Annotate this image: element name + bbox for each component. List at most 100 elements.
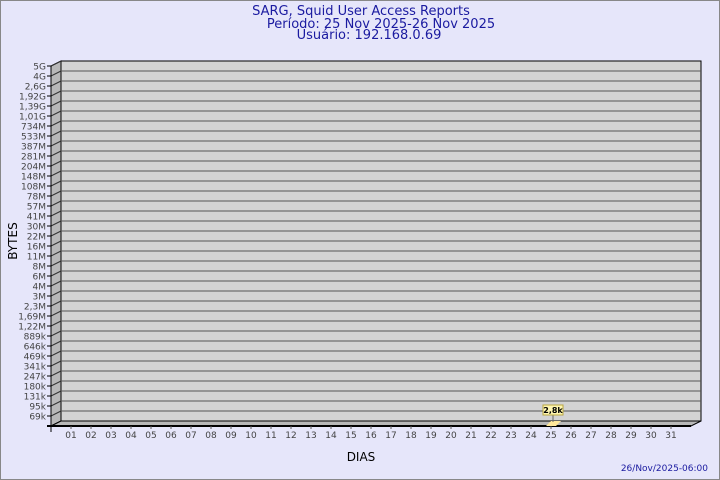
side-grid-line [50, 170, 62, 177]
side-grid-line [50, 140, 62, 147]
side-grid-line [50, 150, 62, 157]
y-tick-label: 1,01G [19, 113, 46, 123]
bar-label: 2,8k [543, 406, 563, 415]
y-tick-label: 1,39G [19, 103, 46, 113]
x-tick-label: 24 [525, 431, 537, 441]
side-grid-line [50, 300, 62, 307]
side-grid-line [50, 290, 62, 297]
side-grid-line [50, 380, 62, 387]
side-grid-line [50, 250, 62, 257]
x-axis-label: DIAS [347, 450, 376, 464]
x-tick-label: 27 [585, 431, 596, 441]
x-tick-label: 03 [105, 431, 116, 441]
side-grid-line [50, 130, 62, 137]
x-tick-label: 13 [305, 431, 316, 441]
side-grid-line [50, 120, 62, 127]
chart-user: Usuário: 192.168.0.69 [296, 28, 442, 43]
side-grid-line [50, 110, 62, 117]
y-tick-label: 3M [33, 293, 47, 303]
side-grid-line [50, 410, 62, 417]
y-tick-label: 30M [27, 223, 46, 233]
side-grid-line [50, 240, 62, 247]
x-tick-label: 25 [545, 431, 556, 441]
y-tick-label: 387M [21, 143, 46, 153]
y-tick-label: 148M [21, 173, 46, 183]
x-tick-label: 05 [145, 431, 156, 441]
y-tick-label: 108M [21, 183, 46, 193]
y-tick-label: 180k [24, 383, 47, 393]
y-tick-label: 5G [33, 63, 46, 73]
y-tick-label: 889k [24, 333, 47, 343]
y-tick-label: 1,69M [18, 313, 46, 323]
x-tick-label: 10 [245, 431, 257, 441]
x-tick-label: 17 [385, 431, 396, 441]
side-grid-line [50, 200, 62, 207]
x-tick-label: 07 [185, 431, 196, 441]
x-tick-label: 19 [425, 431, 437, 441]
x-tick-label: 04 [125, 431, 137, 441]
side-grid-line [50, 370, 62, 377]
x-tick-label: 29 [625, 431, 637, 441]
y-tick-label: 78M [27, 193, 46, 203]
x-tick-label: 30 [645, 431, 657, 441]
footer-timestamp: 26/Nov/2025-06:00 [621, 464, 708, 474]
y-tick-label: 11M [27, 253, 46, 263]
y-tick-label: 6M [33, 273, 47, 283]
side-grid-line [50, 60, 62, 67]
x-tick-label: 16 [365, 431, 377, 441]
y-tick-label: 341k [24, 363, 47, 373]
x-tick-label: 12 [285, 431, 296, 441]
chart-period: Período: 25 Nov 2025-26 Nov 2025 [266, 17, 496, 32]
side-grid-line [50, 330, 62, 337]
y-tick-label: 16M [27, 243, 46, 253]
side-grid-line [50, 160, 62, 167]
y-tick-label: 4M [33, 283, 47, 293]
x-tick-label: 14 [325, 431, 337, 441]
bar-label-box [542, 404, 564, 416]
y-tick-label: 646k [24, 343, 47, 353]
y-axis-label: BYTES [6, 222, 20, 259]
y-tick-label: 281M [21, 153, 46, 163]
x-tick-label: 09 [225, 431, 237, 441]
y-tick-label: 69k [29, 413, 46, 423]
side-grid-line [50, 230, 62, 237]
x-tick-label: 02 [85, 431, 96, 441]
side-grid-line [50, 70, 62, 77]
x-tick-label: 22 [485, 431, 496, 441]
side-grid-line [50, 340, 62, 347]
y-tick-label: 41M [27, 213, 46, 223]
y-tick-label: 95k [29, 403, 46, 413]
side-grid-line [50, 220, 62, 227]
side-grid-line [50, 270, 62, 277]
x-tick-label: 28 [605, 431, 617, 441]
x-tick-label: 23 [505, 431, 516, 441]
x-tick-label: 11 [265, 431, 276, 441]
y-tick-label: 22M [27, 233, 46, 243]
side-grid-line [50, 190, 62, 197]
side-grid-line [50, 320, 62, 327]
y-tick-label: 247k [24, 373, 47, 383]
y-tick-label: 4G [33, 73, 46, 83]
x-tick-label: 20 [445, 431, 457, 441]
y-tick-label: 1,22M [18, 323, 46, 333]
x-tick-label: 01 [65, 431, 76, 441]
side-grid-line [50, 90, 62, 97]
side-grid-line [50, 400, 62, 407]
side-grid-line [50, 100, 62, 107]
side-grid-line [50, 280, 62, 287]
side-grid-line [50, 390, 62, 397]
x-tick-label: 18 [405, 431, 417, 441]
side-grid-line [50, 360, 62, 367]
side-grid-line [50, 210, 62, 217]
y-tick-label: 131k [24, 393, 47, 403]
y-tick-label: 734M [21, 123, 46, 133]
y-tick-label: 2,6G [25, 83, 46, 93]
y-tick-label: 57M [27, 203, 46, 213]
side-grid-line [50, 350, 62, 357]
chart-title: SARG, Squid User Access Reports [252, 4, 470, 19]
y-tick-label: 1,92G [19, 93, 46, 103]
y-tick-label: 8M [33, 263, 47, 273]
x-tick-label: 08 [205, 431, 217, 441]
y-tick-label: 2,3M [24, 303, 46, 313]
